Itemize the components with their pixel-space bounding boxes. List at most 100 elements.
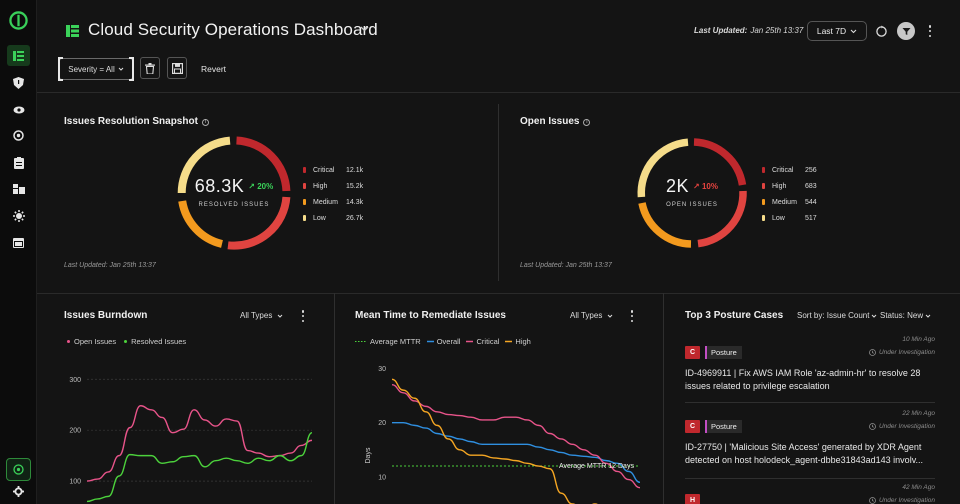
severity-badge: H xyxy=(685,494,700,504)
info-icon[interactable]: i xyxy=(583,119,591,126)
legend-average-mttr: Average MTTR xyxy=(355,337,421,346)
y-tick-label: 300 xyxy=(69,377,81,384)
chevron-down-icon xyxy=(925,314,931,318)
burndown-title: Issues Burndown xyxy=(64,310,148,321)
legend-row: High 683 xyxy=(762,178,817,194)
case-status: Under Investigation xyxy=(869,349,935,356)
dropdown-label: Status: New xyxy=(880,311,924,320)
posture-title: Top 3 Posture Cases xyxy=(685,310,784,321)
chevron-down-icon xyxy=(277,314,283,318)
shield-icon[interactable] xyxy=(11,75,26,90)
series-line-critical[interactable] xyxy=(391,383,641,489)
case-divider xyxy=(685,478,935,479)
legend-overall: Overall xyxy=(426,337,461,346)
resolved-issues-value: 68.3K xyxy=(194,176,245,196)
refresh-icon[interactable] xyxy=(873,23,889,39)
severity-badge: C xyxy=(685,420,700,433)
mttr-more-icon[interactable] xyxy=(630,310,634,322)
header-divider xyxy=(37,92,960,93)
severity-badge: C xyxy=(685,346,700,359)
chevron-down-icon xyxy=(850,29,857,33)
series-line-overall[interactable] xyxy=(392,421,641,484)
burndown-legend: Open Issues Resolved Issues xyxy=(67,337,186,346)
gear-nodes-icon[interactable] xyxy=(11,208,26,223)
case-tag: Posture xyxy=(705,346,742,359)
eye-icon[interactable] xyxy=(11,102,26,117)
clipboard-icon[interactable] xyxy=(11,155,26,170)
card-divider xyxy=(334,293,335,504)
target-icon[interactable] xyxy=(11,128,26,143)
save-button[interactable] xyxy=(167,57,187,79)
dashboard-nav-icon[interactable] xyxy=(7,45,30,66)
clock-icon xyxy=(869,497,876,504)
settings-icon[interactable] xyxy=(11,484,26,499)
severity-filter[interactable]: Severity = All xyxy=(58,57,134,81)
assets-icon[interactable] xyxy=(11,181,26,196)
legend-row: Medium 544 xyxy=(762,194,817,210)
posture-case[interactable]: 22 Min Ago C Posture Under Investigation… xyxy=(685,410,935,479)
open-issues-footnote: Last Updated: Jan 25th 13:37 xyxy=(520,262,612,269)
posture-case[interactable]: 42 Min Ago H Under Investigation xyxy=(685,484,935,504)
posture-status-dropdown[interactable]: Status: New xyxy=(880,311,931,320)
posture-case[interactable]: 10 Min Ago C Posture Under Investigation… xyxy=(685,336,935,403)
posture-sort-dropdown[interactable]: Sort by: Issue Count xyxy=(797,311,877,320)
filter-icon[interactable] xyxy=(897,22,915,40)
y-tick-label: 100 xyxy=(69,479,81,486)
burndown-more-icon[interactable] xyxy=(301,310,305,322)
delete-button[interactable] xyxy=(140,57,160,79)
case-description: ID-27750 | 'Malicious Site Access' gener… xyxy=(685,442,924,465)
revert-button[interactable]: Revert xyxy=(201,64,227,74)
series-line-open-issues[interactable] xyxy=(86,405,313,482)
legend-row: Low 517 xyxy=(762,210,817,226)
title-chevron-down-icon[interactable] xyxy=(360,26,369,32)
clock-icon xyxy=(869,423,876,430)
time-range-dropdown[interactable]: Last 7D xyxy=(807,21,867,41)
open-issues-legend: Critical 256 High 683 Medium 544 Low 517 xyxy=(762,162,817,226)
side-rail xyxy=(0,0,37,504)
app-logo-icon[interactable] xyxy=(9,11,28,30)
legend-row: Critical 12.1k xyxy=(303,162,363,178)
chevron-down-icon xyxy=(118,67,124,71)
trash-icon xyxy=(145,62,155,74)
snapshot-center: 68.3K ↗ 20% RESOLVED ISSUES xyxy=(176,176,292,208)
legend-row: High 15.2k xyxy=(303,178,363,194)
case-description: ID-4969911 | Fix AWS IAM Role 'az-admin-… xyxy=(685,368,921,391)
arrow-up-right-icon: ↗ xyxy=(693,182,700,191)
dropdown-label: All Types xyxy=(570,311,603,320)
legend-open-issues: Open Issues xyxy=(67,337,116,346)
case-time: 22 Min Ago xyxy=(902,410,935,417)
mttr-type-dropdown[interactable]: All Types xyxy=(570,311,613,320)
dropdown-label: All Types xyxy=(240,311,273,320)
legend-critical: Critical xyxy=(466,337,500,346)
section-divider xyxy=(37,293,960,294)
window-icon[interactable] xyxy=(11,235,26,250)
open-issues-value: 2K xyxy=(666,176,690,196)
y-axis-label: Days xyxy=(365,447,372,463)
burndown-chart: 100 200 300 xyxy=(69,377,313,503)
page-title: Cloud Security Operations Dashboard xyxy=(88,20,378,39)
mttr-chart: 10 20 30 Days xyxy=(365,366,641,504)
card-divider xyxy=(663,293,664,504)
snapshot-footnote: Last Updated: Jan 25th 13:37 xyxy=(64,262,156,269)
snapshot-legend: Critical 12.1k High 15.2k Medium 14.3k Low 2… xyxy=(303,162,363,226)
series-line-resolved-issues[interactable] xyxy=(86,432,313,503)
y-tick-label: 10 xyxy=(378,474,386,481)
info-icon[interactable]: i xyxy=(201,119,209,126)
case-divider xyxy=(685,402,935,403)
save-icon xyxy=(171,62,183,74)
resolved-delta: ↗ 20% xyxy=(248,182,274,191)
legend-row: Critical 256 xyxy=(762,162,817,178)
severity-filter-label: Severity = All xyxy=(68,64,115,74)
case-tag: Posture xyxy=(705,420,742,433)
legend-high: High xyxy=(505,337,531,346)
open-issues-delta: ↗ 10% xyxy=(693,182,718,191)
open-issues-donut xyxy=(637,138,747,248)
agent-status-icon[interactable] xyxy=(6,458,31,481)
header-more-icon[interactable] xyxy=(928,25,932,37)
series-line-high[interactable] xyxy=(391,378,640,504)
mttr-legend: Average MTTR Overall Critical High xyxy=(355,337,531,346)
time-range-label: Last 7D xyxy=(816,26,847,36)
open-issues-title: Open Issues i xyxy=(520,116,591,127)
mttr-title: Mean Time to Remediate Issues xyxy=(355,310,506,321)
burndown-type-dropdown[interactable]: All Types xyxy=(240,311,283,320)
